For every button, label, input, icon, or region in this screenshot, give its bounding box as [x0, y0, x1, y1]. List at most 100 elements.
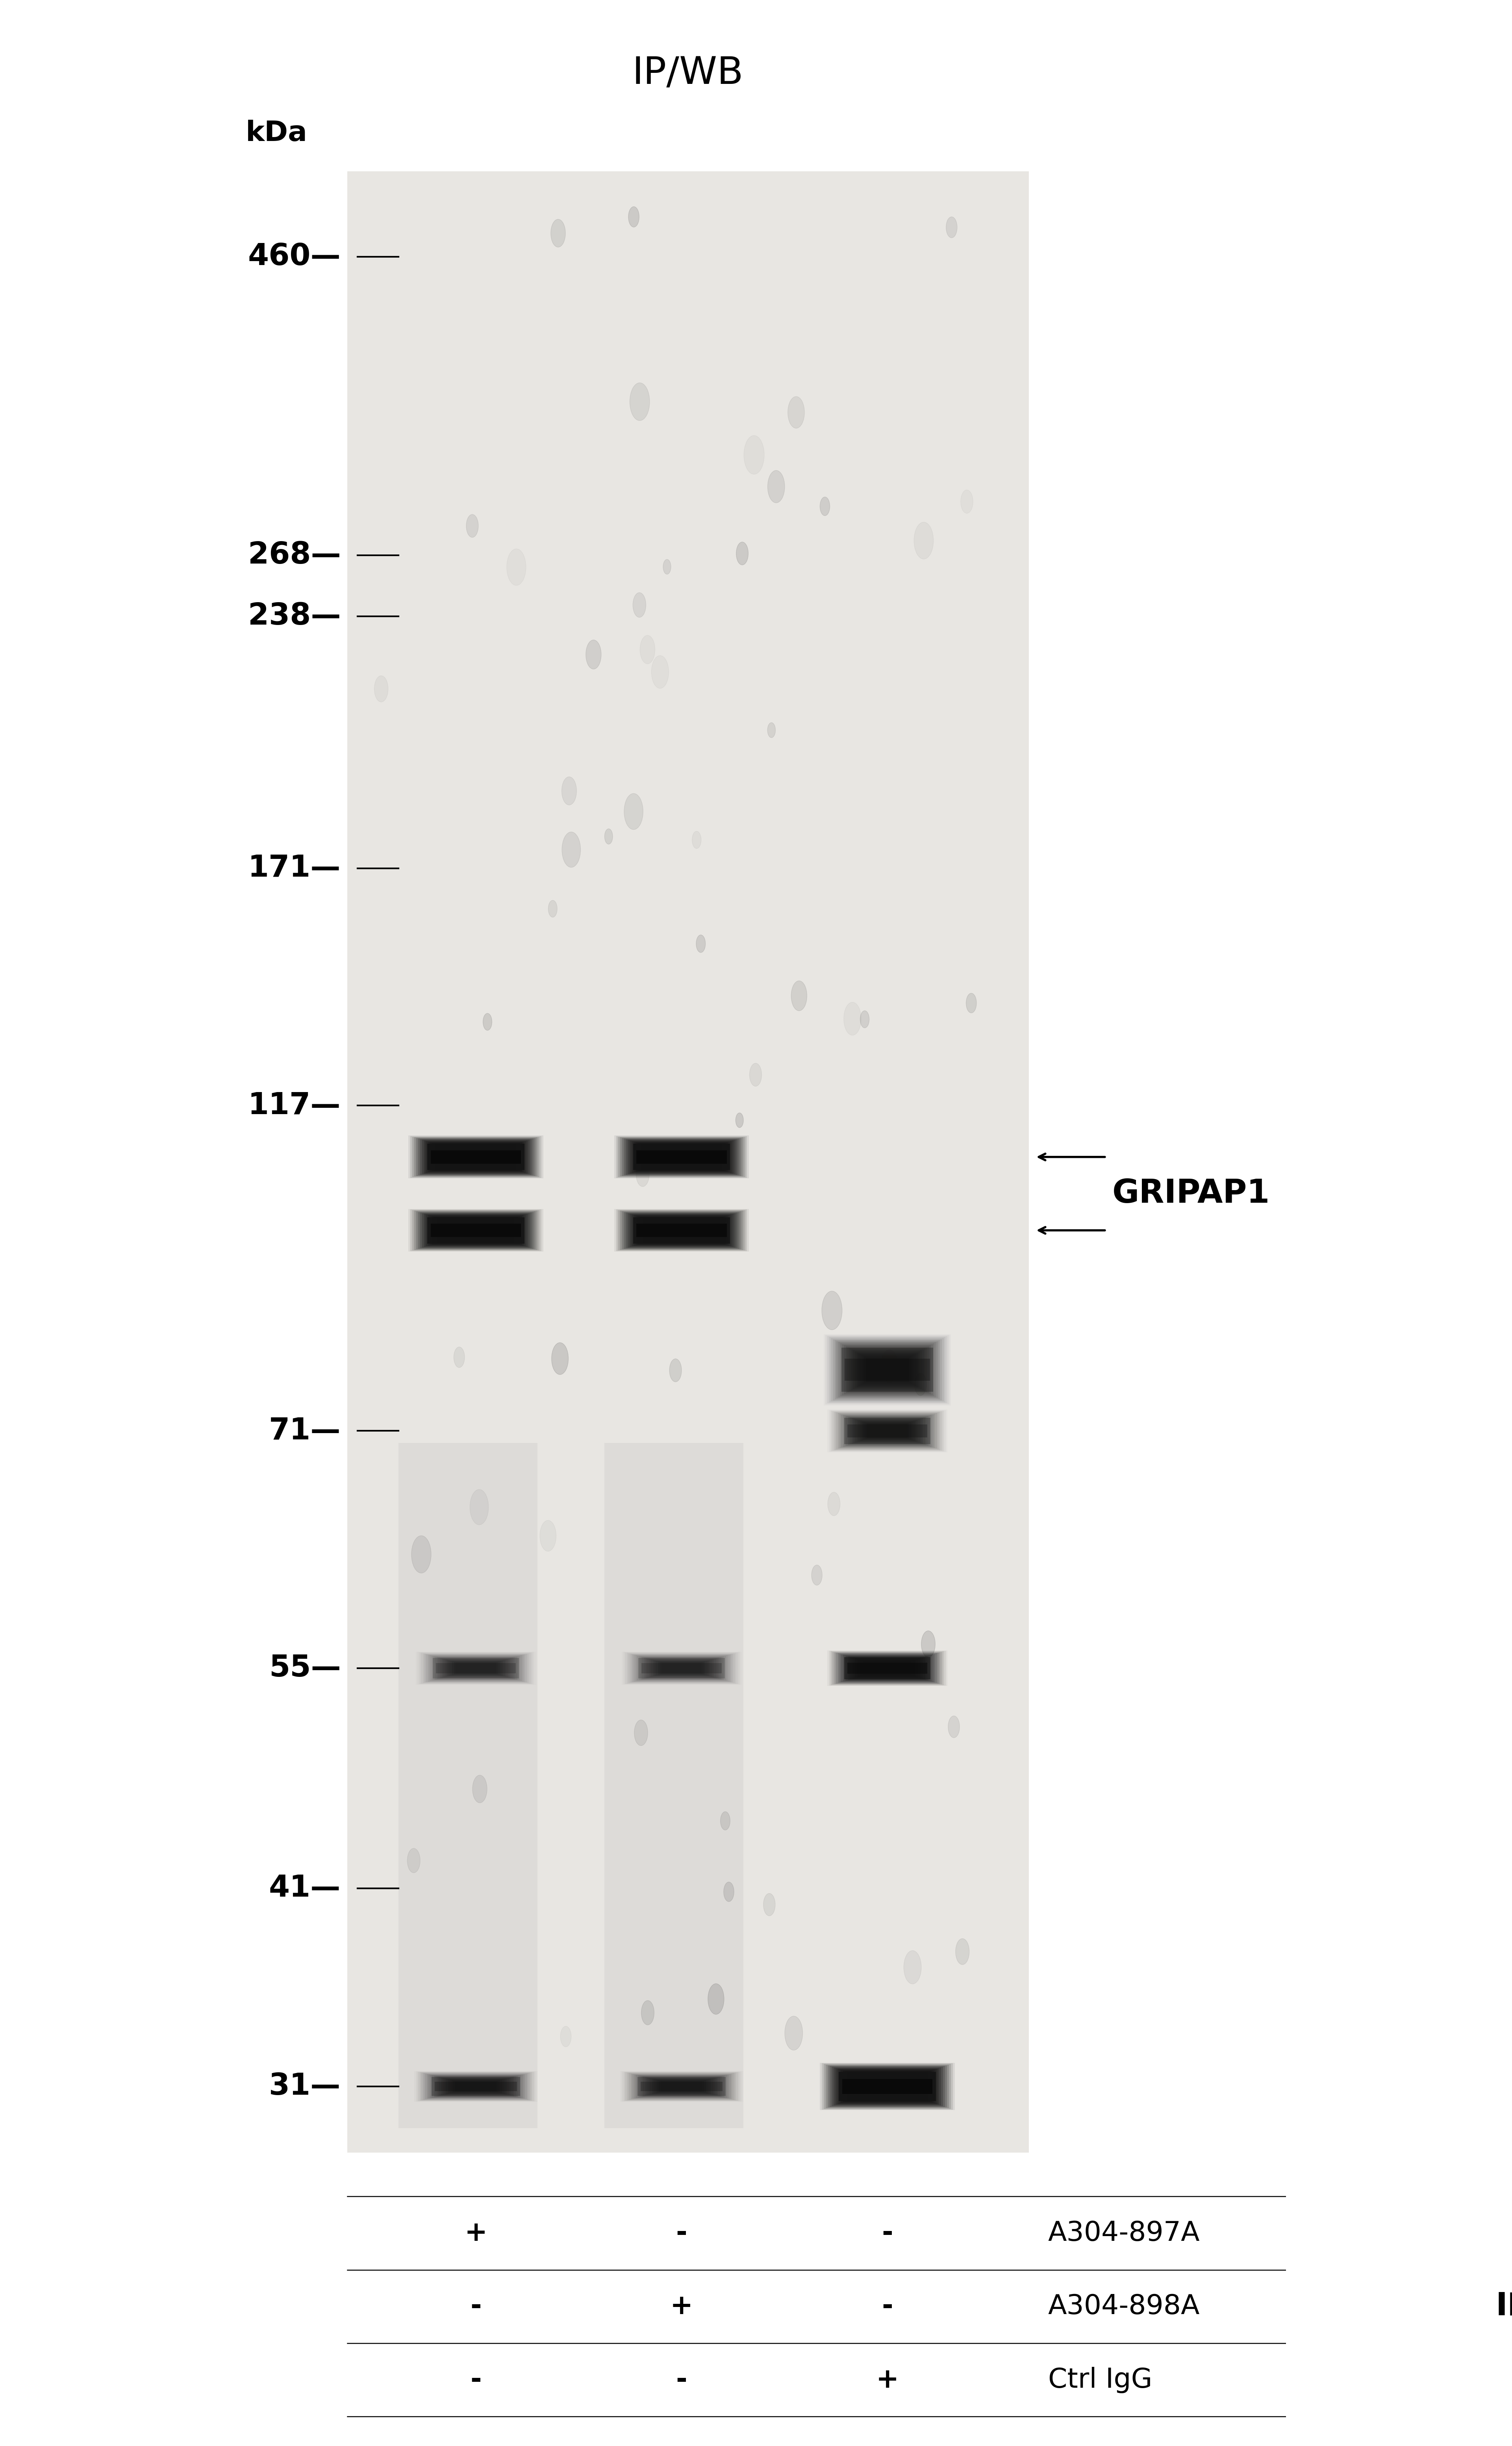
Bar — [653, 1147, 711, 1167]
Circle shape — [634, 1720, 647, 1746]
Bar — [643, 1145, 720, 1169]
Bar — [618, 1137, 745, 1177]
Circle shape — [692, 832, 702, 849]
Bar — [623, 2072, 739, 2101]
Bar — [437, 1145, 514, 1169]
Bar — [859, 2077, 916, 2096]
Bar — [862, 1355, 913, 1384]
Bar — [859, 1421, 916, 1441]
Bar — [445, 2079, 507, 2094]
Bar — [866, 1663, 907, 1673]
Bar — [839, 1414, 936, 1448]
Bar — [631, 2074, 732, 2099]
Bar — [452, 2082, 500, 2091]
Bar — [641, 1218, 721, 1243]
Circle shape — [764, 1893, 776, 1915]
Bar — [626, 2072, 738, 2101]
Bar — [429, 1656, 522, 1680]
Bar — [440, 1658, 511, 1678]
Bar — [417, 1140, 534, 1174]
Bar — [429, 1216, 522, 1245]
Bar — [863, 1424, 912, 1438]
Bar — [824, 2064, 951, 2108]
Circle shape — [605, 829, 612, 844]
Bar — [428, 1145, 525, 1169]
Bar — [647, 2077, 717, 2096]
Bar — [438, 1658, 514, 1678]
Bar — [614, 1208, 748, 1252]
Text: 71—: 71— — [269, 1416, 340, 1446]
Bar — [425, 1653, 528, 1683]
Circle shape — [634, 592, 646, 616]
Bar — [428, 1216, 523, 1245]
Bar — [860, 1355, 915, 1384]
Bar — [845, 1345, 928, 1394]
Bar — [637, 1150, 727, 1164]
Bar — [827, 1336, 948, 1404]
Bar — [863, 2077, 912, 2096]
Text: -: - — [676, 2221, 688, 2245]
Text: +: + — [670, 2294, 692, 2319]
Bar — [431, 1656, 520, 1680]
Circle shape — [791, 981, 807, 1010]
Bar — [848, 1416, 927, 1446]
Bar — [844, 2072, 931, 2101]
Bar — [826, 1649, 950, 1688]
Text: 171—: 171— — [248, 854, 340, 883]
Bar — [841, 1414, 933, 1448]
Bar — [621, 1651, 741, 1685]
Bar — [408, 1208, 543, 1252]
Bar — [866, 1358, 909, 1382]
Bar — [435, 1218, 516, 1243]
Circle shape — [750, 1064, 762, 1086]
Bar — [652, 2079, 711, 2094]
Circle shape — [724, 1881, 733, 1901]
Circle shape — [844, 1003, 862, 1035]
Circle shape — [966, 993, 977, 1013]
Text: 460—: 460— — [248, 242, 340, 272]
Bar — [634, 1145, 730, 1169]
Bar — [448, 1221, 505, 1240]
Circle shape — [827, 1492, 841, 1517]
Bar — [443, 1221, 508, 1240]
Bar — [656, 1150, 706, 1164]
Bar — [637, 1223, 727, 1238]
Bar — [420, 1653, 531, 1683]
Bar — [853, 1419, 921, 1443]
Circle shape — [860, 1010, 869, 1027]
Bar — [417, 1651, 534, 1685]
Bar — [435, 1656, 517, 1680]
Bar — [416, 1211, 535, 1250]
Bar — [853, 1350, 922, 1389]
Bar — [646, 2077, 718, 2096]
Bar — [830, 2067, 945, 2106]
Bar — [646, 1658, 717, 1678]
Bar — [451, 1223, 500, 1238]
Bar — [431, 2077, 520, 2096]
Bar — [655, 1661, 709, 1676]
Bar — [620, 1137, 744, 1177]
Bar — [423, 2074, 529, 2099]
Bar — [414, 1211, 537, 1250]
Text: IP/WB: IP/WB — [632, 56, 744, 91]
Bar — [656, 2079, 708, 2094]
Bar — [417, 1213, 534, 1247]
Circle shape — [466, 514, 478, 538]
Circle shape — [624, 793, 643, 829]
Bar — [826, 2064, 950, 2108]
Bar — [637, 1656, 726, 1680]
Bar — [426, 1653, 526, 1683]
Circle shape — [820, 497, 830, 516]
Circle shape — [550, 220, 565, 247]
Circle shape — [629, 205, 640, 227]
Circle shape — [641, 2001, 655, 2025]
Bar — [659, 1663, 703, 1673]
Bar — [451, 1150, 500, 1164]
Bar — [454, 1663, 497, 1673]
Bar — [634, 1216, 730, 1245]
Bar — [621, 1211, 741, 1250]
Circle shape — [744, 435, 764, 475]
Bar — [643, 1658, 721, 1678]
Bar — [653, 1221, 711, 1240]
Bar — [621, 1137, 741, 1177]
